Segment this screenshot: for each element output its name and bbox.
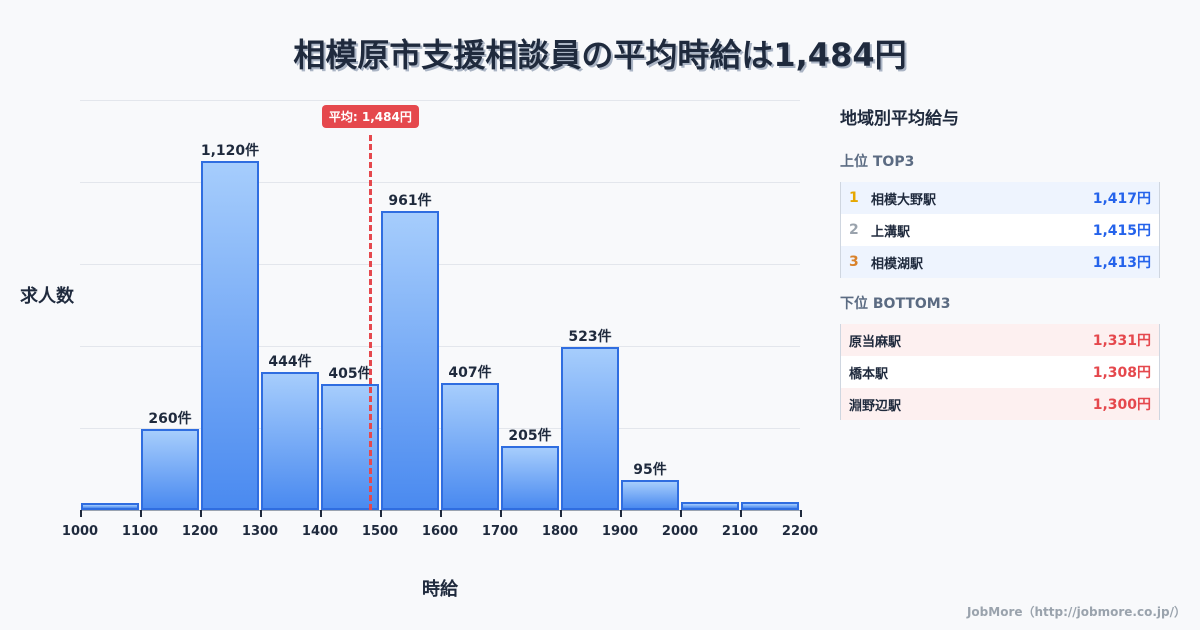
- histogram-bar: [681, 502, 739, 510]
- salary-value: 1,300円: [1092, 397, 1151, 413]
- table-row: 原当麻駅 1,331円: [841, 324, 1159, 356]
- x-tick-label: 1600: [421, 524, 459, 539]
- x-tick: [80, 510, 82, 517]
- histogram-bar: [741, 502, 799, 510]
- regional-salary-panel: 地域別平均給与 上位 TOP3 1 相模大野駅 1,417円 2 上溝駅 1,4…: [840, 100, 1160, 420]
- histogram-chart: 260件 1,120件 444件 405件 961件 407件 205件 523件 95件 100…: [62, 100, 818, 539]
- histogram-bar: [621, 480, 679, 510]
- x-tick-label: 1400: [301, 524, 339, 539]
- bar-value-label: 260件: [148, 410, 192, 427]
- x-tick-label: 1700: [481, 524, 519, 539]
- grid-line: [80, 428, 800, 429]
- grid-line: [80, 182, 800, 183]
- grid-line: [80, 100, 800, 101]
- x-tick: [260, 510, 262, 517]
- table-row: 橋本駅 1,308円: [841, 356, 1159, 388]
- x-tick: [560, 510, 562, 517]
- x-tick: [200, 510, 202, 517]
- salary-value: 1,415円: [1092, 223, 1151, 239]
- station-name: 橋本駅: [849, 366, 889, 382]
- histogram-bar: [501, 446, 559, 510]
- table-row: 淵野辺駅 1,300円: [841, 388, 1159, 420]
- x-tick-label: 1300: [241, 524, 279, 539]
- bar-value-label: 407件: [448, 365, 492, 382]
- x-tick-label: 1000: [61, 524, 99, 539]
- x-tick: [380, 510, 382, 517]
- histogram-bar: [261, 371, 319, 510]
- bar-value-label: 405件: [328, 365, 372, 382]
- histogram-bar: [441, 383, 499, 510]
- top3-title: 上位 TOP3: [840, 154, 915, 170]
- bottom3-table: 原当麻駅 1,331円 橋本駅 1,308円 淵野辺駅 1,300円: [840, 324, 1160, 420]
- rank-number: 1: [849, 190, 859, 206]
- rank-number: 3: [849, 254, 859, 270]
- x-tick: [440, 510, 442, 517]
- station-name: 相模湖駅: [871, 256, 924, 272]
- x-tick-label: 1900: [601, 524, 639, 539]
- average-badge: 平均: 1,484円: [321, 105, 419, 128]
- station-name: 淵野辺駅: [849, 398, 902, 414]
- x-tick: [740, 510, 742, 517]
- histogram-bar: [81, 503, 139, 510]
- histogram-bar: [381, 210, 439, 510]
- page-title: 相模原市支援相談員の平均時給は1,484円: [293, 36, 907, 74]
- x-tick: [620, 510, 622, 517]
- bar-value-label: 961件: [388, 192, 432, 209]
- x-tick-label: 1500: [361, 524, 399, 539]
- x-tick-label: 1800: [541, 524, 579, 539]
- bar-value-label: 205件: [508, 428, 552, 445]
- station-name: 相模大野駅: [871, 192, 937, 208]
- salary-value: 1,417円: [1092, 191, 1151, 207]
- salary-value: 1,413円: [1092, 255, 1151, 271]
- panel-title: 地域別平均給与: [840, 109, 959, 129]
- histogram-bar: [141, 429, 199, 510]
- top3-table: 1 相模大野駅 1,417円 2 上溝駅 1,415円 3 相模湖駅 1,413…: [840, 182, 1160, 278]
- y-axis-label: 求人数: [20, 286, 74, 307]
- x-tick: [320, 510, 322, 517]
- x-tick-label: 2100: [721, 524, 759, 539]
- x-tick-label: 1200: [181, 524, 219, 539]
- x-tick-label: 1100: [121, 524, 159, 539]
- x-tick-label: 2200: [781, 524, 819, 539]
- bar-value-label: 523件: [568, 329, 612, 346]
- footer-credit: JobMore（http://jobmore.co.jp/）: [966, 605, 1186, 619]
- table-row: 2 上溝駅 1,415円: [841, 214, 1159, 246]
- table-row: 3 相模湖駅 1,413円: [841, 246, 1159, 278]
- x-axis-label: 時給: [422, 579, 458, 600]
- bottom3-title: 下位 BOTTOM3: [840, 296, 951, 312]
- x-tick: [140, 510, 142, 517]
- x-tick: [800, 510, 802, 517]
- table-row: 1 相模大野駅 1,417円: [841, 182, 1159, 214]
- x-tick: [680, 510, 682, 517]
- grid-line: [80, 346, 800, 347]
- bar-value-label: 444件: [268, 353, 312, 370]
- station-name: 原当麻駅: [849, 334, 902, 350]
- bar-value-label: 1,120件: [200, 143, 260, 160]
- bar-value-label: 95件: [633, 462, 667, 479]
- grid-line: [80, 264, 800, 265]
- salary-value: 1,331円: [1092, 333, 1151, 349]
- x-tick-label: 2000: [661, 524, 699, 539]
- average-line: [368, 135, 372, 510]
- rank-number: 2: [849, 222, 859, 238]
- histogram-bar: [561, 347, 619, 510]
- x-tick: [500, 510, 502, 517]
- station-name: 上溝駅: [871, 224, 911, 240]
- histogram-bar: [201, 161, 259, 510]
- salary-value: 1,308円: [1092, 365, 1151, 381]
